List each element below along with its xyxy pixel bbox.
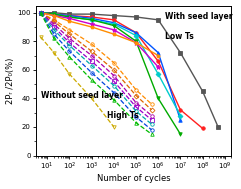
Text: High Ts: High Ts: [107, 111, 139, 120]
X-axis label: Number of cycles: Number of cycles: [97, 174, 170, 184]
Text: With seed layer: With seed layer: [165, 12, 232, 22]
Y-axis label: 2Pᵣ /2P₀(%): 2Pᵣ /2P₀(%): [6, 57, 14, 104]
Text: Low Ts: Low Ts: [165, 33, 194, 41]
Text: Without seed layer: Without seed layer: [41, 91, 123, 100]
